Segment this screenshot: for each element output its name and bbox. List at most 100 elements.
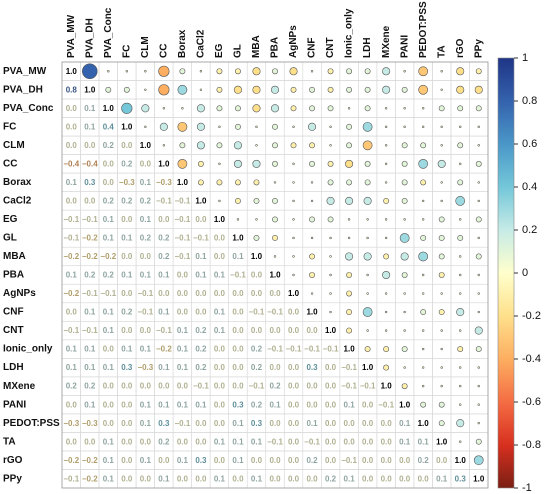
correlation-circle — [403, 107, 406, 110]
value-label: 0.0 — [399, 474, 411, 483]
correlation-circle — [308, 122, 317, 131]
value-label: 0.0 — [362, 456, 374, 465]
correlation-circle — [403, 218, 406, 221]
value-label: 0.0 — [325, 382, 337, 391]
value-label: 0.0 — [121, 437, 133, 446]
correlation-circle — [420, 179, 427, 186]
value-label: 0.0 — [306, 400, 318, 409]
correlation-circle — [233, 141, 242, 150]
correlation-circle — [455, 196, 466, 206]
value-label: 0.0 — [214, 252, 226, 261]
value-label: 0.0 — [288, 363, 300, 372]
correlation-circle — [475, 346, 482, 353]
value-label: 0.2 — [158, 437, 170, 446]
value-label: 0.0 — [288, 326, 300, 335]
value-label: −0.1 — [174, 234, 190, 243]
correlation-circle — [475, 438, 482, 445]
column-label: PPy — [473, 39, 484, 58]
column-label: FC — [121, 45, 132, 58]
correlation-circle — [459, 125, 462, 129]
row-label: PVA_DH — [3, 84, 43, 95]
correlation-circle — [347, 107, 351, 110]
correlation-circle — [440, 347, 443, 351]
column-label: PEDOT:PSS — [418, 1, 429, 58]
correlation-circle — [362, 140, 373, 151]
correlation-circle — [345, 196, 354, 205]
value-label: 0.3 — [455, 474, 467, 483]
correlation-circle — [399, 233, 410, 243]
correlation-circle — [310, 236, 314, 240]
correlation-circle — [475, 68, 482, 75]
correlation-circle — [272, 235, 278, 241]
colorbar-tick-label: 0.2 — [522, 224, 537, 236]
value-label: 0.2 — [269, 382, 281, 391]
value-label: 0.0 — [103, 382, 115, 391]
correlation-circle — [459, 329, 462, 332]
correlation-circle — [196, 122, 205, 131]
colorbar-tick-label: 0.6 — [522, 138, 537, 150]
correlation-circle — [477, 273, 480, 277]
correlation-circle — [420, 401, 427, 408]
correlation-circle — [440, 70, 443, 73]
value-label: 0.0 — [325, 437, 337, 446]
value-label: 0.1 — [66, 363, 78, 372]
correlation-circle — [216, 105, 223, 112]
row-label: PVA_MW — [3, 66, 47, 77]
value-label: 1.0 — [399, 400, 411, 409]
correlation-circle — [384, 218, 388, 221]
correlation-circle — [459, 162, 462, 166]
value-label: 1.0 — [288, 289, 300, 298]
value-label: 0.2 — [195, 345, 207, 354]
correlation-circle — [292, 255, 295, 258]
value-label: 0.1 — [121, 234, 133, 243]
correlation-circle — [123, 86, 130, 93]
correlation-circle — [477, 292, 480, 295]
correlation-circle — [141, 104, 150, 113]
column-label: AgNPs — [288, 25, 299, 58]
value-label: 0.1 — [195, 400, 207, 409]
correlation-circle — [329, 255, 332, 258]
correlation-circle — [366, 292, 369, 295]
value-label: −0.1 — [193, 382, 209, 391]
value-label: 0.0 — [306, 474, 318, 483]
correlation-circle — [290, 105, 297, 112]
correlation-circle — [216, 68, 223, 75]
value-label: 0.0 — [288, 437, 300, 446]
correlation-circle — [420, 142, 427, 149]
row-label: MBA — [3, 251, 26, 262]
correlation-circle — [272, 197, 278, 204]
value-label: 0.1 — [84, 104, 96, 113]
correlation-circle — [400, 252, 409, 261]
value-label: −0.1 — [323, 345, 339, 354]
value-label: 0.1 — [344, 474, 356, 483]
value-label: −0.1 — [193, 234, 209, 243]
correlation-circle — [327, 68, 334, 75]
correlation-circle — [179, 142, 186, 149]
value-label: 0.4 — [103, 122, 115, 131]
value-label: 0.0 — [195, 437, 207, 446]
value-label: 0.1 — [158, 474, 170, 483]
row-label: PVA_Conc — [3, 103, 54, 114]
value-label: 0.2 — [195, 363, 207, 372]
value-label: 0.0 — [269, 419, 281, 428]
correlation-circle — [326, 196, 335, 205]
value-label: 0.1 — [436, 474, 448, 483]
correlation-circle — [440, 199, 443, 203]
correlation-circle — [290, 142, 297, 149]
value-label: 0.0 — [121, 382, 133, 391]
correlation-circle — [363, 196, 372, 205]
colorbar-tick-label: 0.8 — [522, 95, 537, 107]
value-label: 0.1 — [399, 437, 411, 446]
correlation-circle — [177, 84, 188, 95]
correlation-circle — [421, 125, 425, 129]
value-label: −0.1 — [360, 382, 376, 391]
correlation-circle — [384, 236, 388, 240]
correlation-circle — [329, 125, 332, 129]
correlation-circle — [346, 272, 353, 278]
correlation-circle — [384, 107, 388, 110]
value-label: 0.0 — [399, 456, 411, 465]
value-label: −0.2 — [82, 456, 98, 465]
value-label: 0.1 — [251, 474, 263, 483]
correlation-circle — [438, 420, 445, 427]
correlation-circle — [216, 179, 223, 186]
